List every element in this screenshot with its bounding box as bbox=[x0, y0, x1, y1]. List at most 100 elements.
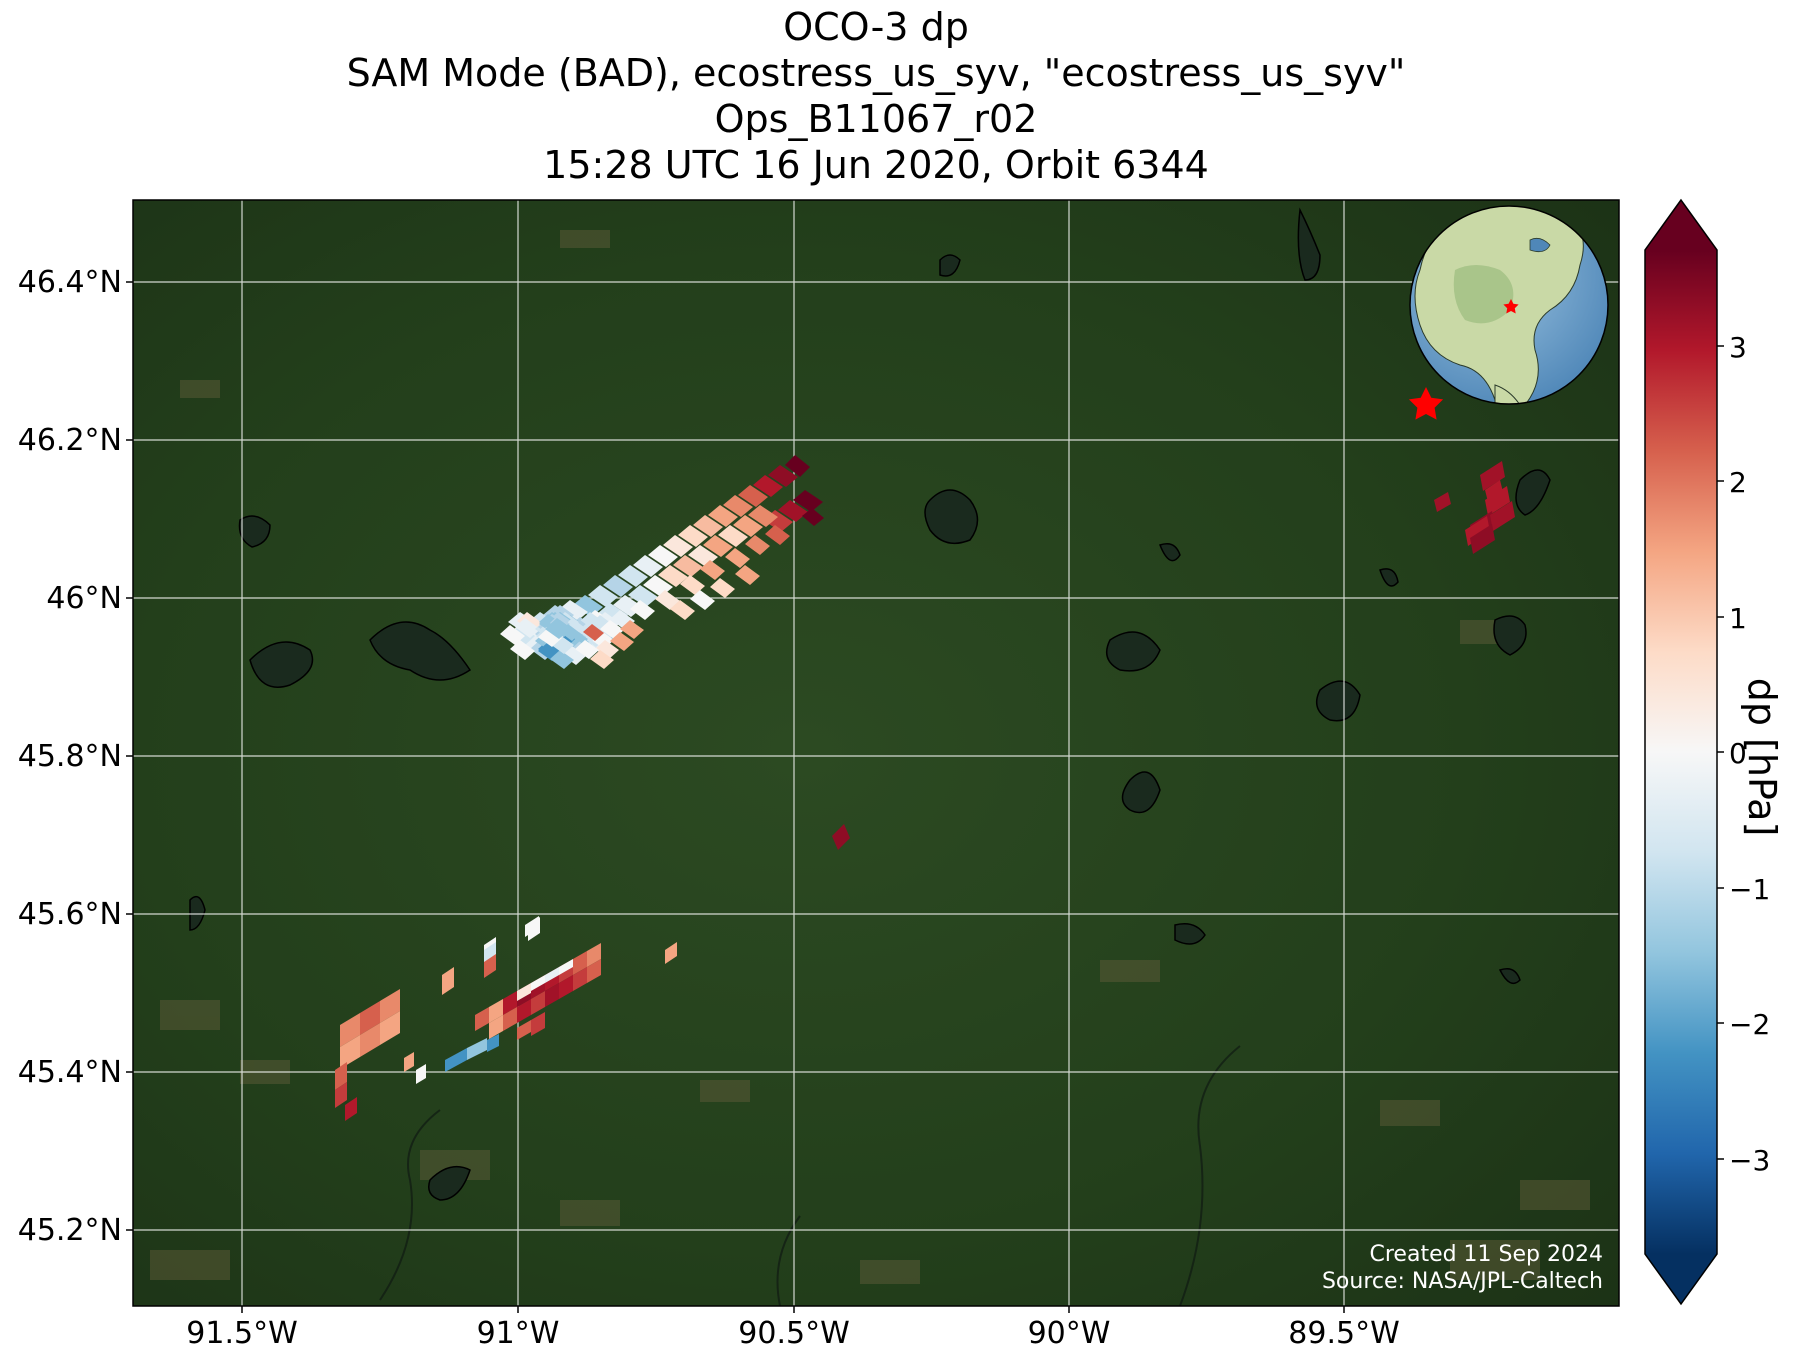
footprint bbox=[442, 967, 454, 995]
colorbar: 3 2 1 0 −1 −2 −3 bbox=[1644, 198, 1770, 1306]
y-tick-label: 45.8°N bbox=[18, 739, 122, 774]
footprint bbox=[550, 650, 574, 669]
y-tick-label: 46°N bbox=[46, 581, 122, 616]
x-axis-labels: 91.5°W 91°W 90.5°W 90°W 89.5°W bbox=[186, 1316, 1399, 1351]
footprint bbox=[489, 1015, 503, 1039]
y-tick-label: 45.6°N bbox=[18, 897, 122, 932]
target-star-icon bbox=[1408, 387, 1444, 420]
footprint bbox=[1434, 492, 1451, 512]
title-line-1: OCO-3 dp bbox=[783, 5, 969, 49]
colorbar-tick-label: 3 bbox=[1729, 331, 1747, 364]
globe-star-icon bbox=[1503, 299, 1519, 314]
footprint bbox=[510, 640, 535, 660]
footprint bbox=[663, 535, 693, 557]
footprint bbox=[710, 578, 735, 598]
footprint bbox=[487, 1034, 499, 1052]
footprint bbox=[340, 1035, 360, 1069]
footprint bbox=[628, 585, 658, 607]
footprint bbox=[588, 585, 618, 607]
x-tick-label: 91.5°W bbox=[186, 1316, 297, 1351]
footprint bbox=[558, 600, 588, 622]
footprint bbox=[528, 917, 540, 941]
footprint bbox=[340, 1013, 360, 1047]
y-axis-labels: 46.4°N 46.2°N 46°N 45.8°N 45.6°N 45.4°N … bbox=[18, 265, 122, 1248]
footprint bbox=[735, 565, 760, 585]
footprint bbox=[517, 983, 531, 1001]
footprint bbox=[595, 640, 619, 659]
south-swath bbox=[335, 916, 677, 1121]
footprint bbox=[1490, 501, 1515, 531]
colorbar-tick-label: −3 bbox=[1729, 1144, 1770, 1177]
footprint bbox=[765, 525, 790, 545]
gridlines bbox=[133, 200, 1619, 1306]
y-tick-label: 45.4°N bbox=[18, 1055, 122, 1090]
footprint bbox=[610, 632, 634, 651]
title-line-3: Ops_B11067_r02 bbox=[714, 97, 1038, 141]
north-swath-tail bbox=[538, 618, 644, 669]
soundings-layer bbox=[335, 455, 1515, 1121]
map-frame bbox=[132, 199, 1620, 1307]
footprint bbox=[559, 975, 573, 999]
footprint bbox=[475, 1007, 489, 1031]
footprint bbox=[753, 475, 783, 497]
footprint bbox=[630, 600, 655, 620]
footprint bbox=[703, 535, 733, 557]
x-tick-label: 90°W bbox=[1028, 1316, 1111, 1351]
footprint bbox=[723, 495, 753, 517]
footprint bbox=[545, 620, 569, 639]
footprint bbox=[725, 548, 750, 568]
footprint bbox=[590, 650, 614, 669]
farmland-patches bbox=[150, 230, 1590, 1284]
footprint bbox=[404, 1052, 414, 1072]
lakes bbox=[189, 207, 1551, 1201]
footprint bbox=[545, 967, 559, 983]
footprint bbox=[467, 1038, 487, 1060]
footprint bbox=[793, 490, 823, 512]
footprint bbox=[573, 967, 587, 991]
footprint bbox=[733, 515, 763, 537]
chart-title: OCO-3 dp SAM Mode (BAD), ecostress_us_sy… bbox=[133, 4, 1619, 188]
title-line-4: 15:28 UTC 16 Jun 2020, Orbit 6344 bbox=[543, 143, 1209, 187]
footprint bbox=[1470, 524, 1495, 554]
footprint bbox=[680, 575, 705, 595]
globe-inset-icon bbox=[1409, 205, 1609, 405]
colorbar-tick-label: −1 bbox=[1729, 873, 1770, 906]
footprint bbox=[802, 508, 824, 526]
colorbar-extend-min bbox=[1645, 1254, 1717, 1304]
source-credit: Source: NASA/JPL-Caltech bbox=[1321, 1269, 1603, 1294]
created-credit: Created 11 Sep 2024 bbox=[1369, 1242, 1604, 1267]
footprint bbox=[778, 500, 808, 522]
x-tick-label: 91°W bbox=[477, 1316, 560, 1351]
footprint bbox=[700, 560, 725, 580]
colorbar-tick-label: −2 bbox=[1729, 1008, 1770, 1041]
footprint bbox=[620, 620, 644, 639]
footprint bbox=[678, 525, 708, 547]
tick-marks bbox=[126, 281, 1345, 1313]
footprint bbox=[335, 1082, 347, 1108]
footprint bbox=[655, 590, 680, 610]
footprint bbox=[1485, 486, 1510, 516]
footprint bbox=[690, 590, 715, 610]
footprint bbox=[693, 515, 723, 537]
colorbar-tick-label: 1 bbox=[1729, 602, 1747, 635]
title-line-2: SAM Mode (BAD), ecostress_us_syv, "ecost… bbox=[346, 51, 1406, 95]
footprint bbox=[738, 485, 768, 507]
footprint bbox=[785, 455, 810, 477]
footprint bbox=[345, 1097, 357, 1121]
footprint bbox=[575, 640, 599, 659]
footprint bbox=[648, 545, 678, 567]
footprint bbox=[335, 1062, 347, 1090]
footprint bbox=[531, 1012, 545, 1036]
footprint bbox=[768, 465, 798, 487]
east-cluster bbox=[1434, 461, 1515, 554]
footprint bbox=[500, 625, 525, 645]
footprint bbox=[517, 999, 531, 1023]
colorbar-label: dp [hPa] bbox=[1740, 677, 1784, 837]
y-tick-label: 45.2°N bbox=[18, 1213, 122, 1248]
x-tick-label: 89.5°W bbox=[1288, 1316, 1399, 1351]
footprint bbox=[1485, 480, 1503, 502]
y-tick-label: 46.2°N bbox=[18, 423, 122, 458]
footprint bbox=[562, 646, 586, 665]
footprint bbox=[538, 628, 562, 647]
